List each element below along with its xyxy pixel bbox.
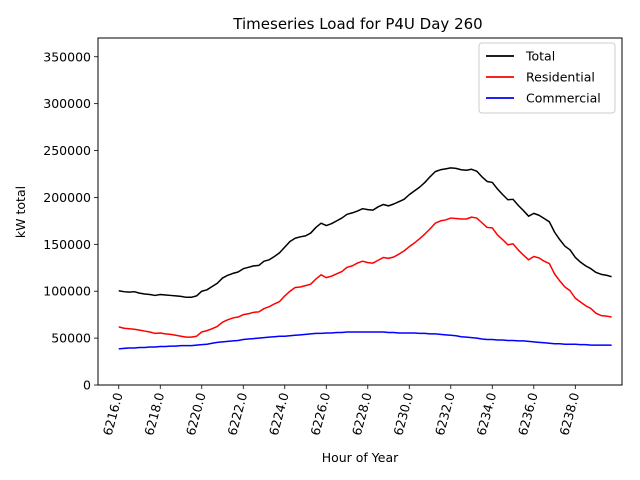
x-tick-label: 6226.0: [307, 391, 333, 437]
x-tick-label: 6224.0: [266, 391, 292, 437]
x-axis-title: Hour of Year: [322, 450, 399, 465]
legend-label-commercial: Commercial: [526, 91, 601, 106]
x-tick-label: 6228.0: [349, 391, 375, 437]
y-tick-label: 300000: [43, 96, 91, 111]
series-layer: [118, 167, 612, 350]
chart-title: Timeseries Load for P4U Day 260: [232, 15, 482, 33]
y-tick-label: 200000: [43, 190, 91, 205]
legend: Total Residential Commercial: [478, 42, 616, 114]
y-tick-label: 50000: [51, 331, 91, 346]
plot-frame: [97, 37, 623, 386]
y-tick-label: 0: [83, 378, 91, 393]
x-tick-label: 6222.0: [224, 391, 250, 437]
x-tick-label: 6220.0: [183, 391, 209, 437]
y-tick-label: 100000: [43, 284, 91, 299]
series-line-commercial: [118, 331, 612, 350]
y-tick-label: 250000: [43, 143, 91, 158]
x-tick-label: 6218.0: [141, 391, 167, 437]
x-tick-label: 6234.0: [473, 391, 499, 437]
y-axis: 0 50000 100000 150000 200000 250000 300000 3500…: [43, 49, 98, 393]
x-tick-label: 6238.0: [556, 391, 582, 437]
x-tick-label: 6236.0: [515, 391, 541, 437]
legend-label-residential: Residential: [526, 70, 595, 85]
series-line-total: [118, 167, 612, 299]
y-tick-label: 350000: [43, 49, 91, 64]
y-axis-title: kW total: [13, 186, 28, 238]
legend-box: [478, 42, 616, 114]
y-tick-label: 150000: [43, 237, 91, 252]
x-tick-label: 6230.0: [390, 391, 416, 437]
series-line-residential: [118, 216, 612, 338]
x-axis: 6216.0 6218.0 6220.0 6222.0 6224.0 6226.0 6228…: [100, 385, 582, 437]
legend-label-total: Total: [525, 49, 555, 64]
x-tick-label: 6232.0: [432, 391, 458, 437]
x-tick-label: 6216.0: [100, 391, 126, 437]
